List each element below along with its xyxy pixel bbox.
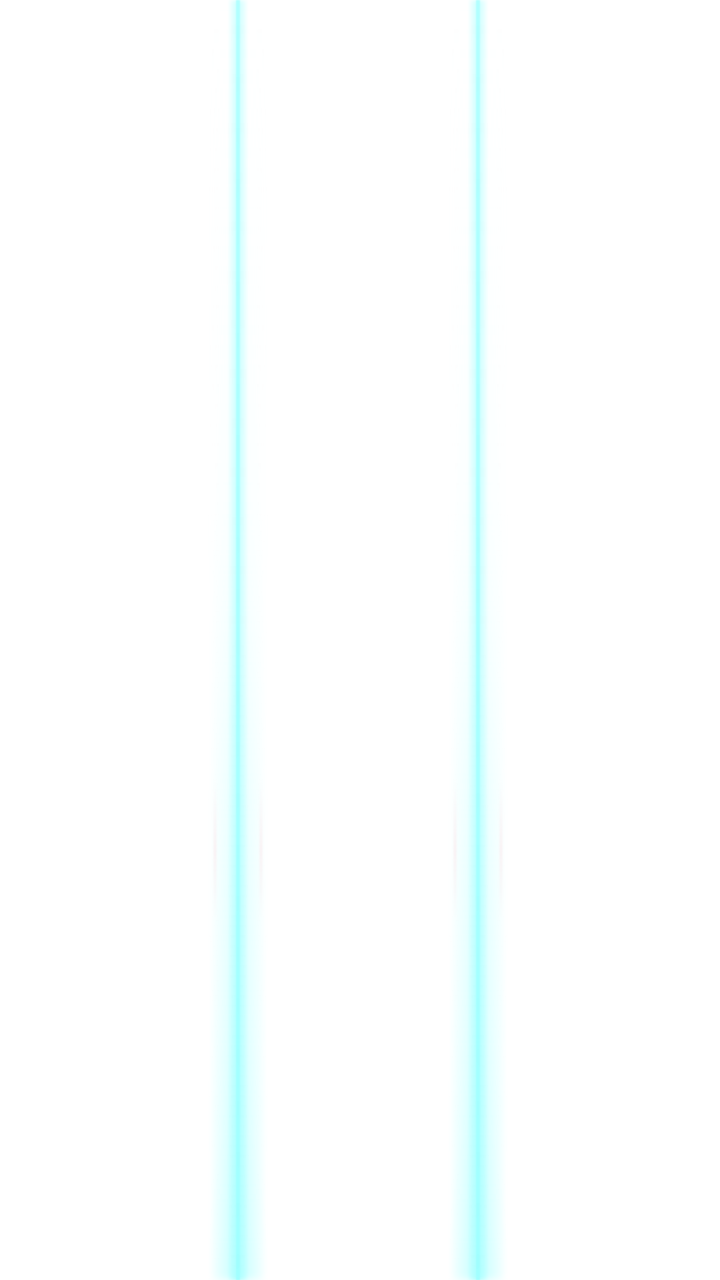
left-light-beam bbox=[208, 0, 268, 1280]
right-light-beam bbox=[448, 0, 508, 1280]
left-beam-core bbox=[236, 0, 240, 1280]
right-beam-core bbox=[476, 0, 480, 1280]
right-beam-fringe-right bbox=[500, 780, 502, 920]
right-beam-mid bbox=[467, 0, 489, 1280]
left-beam-fringe-right bbox=[260, 780, 262, 920]
right-beam-fringe-left bbox=[454, 780, 456, 920]
left-beam-glow bbox=[208, 0, 268, 1280]
left-beam-mid bbox=[227, 0, 249, 1280]
left-beam-fringe-left bbox=[214, 780, 216, 920]
right-beam-glow bbox=[448, 0, 508, 1280]
